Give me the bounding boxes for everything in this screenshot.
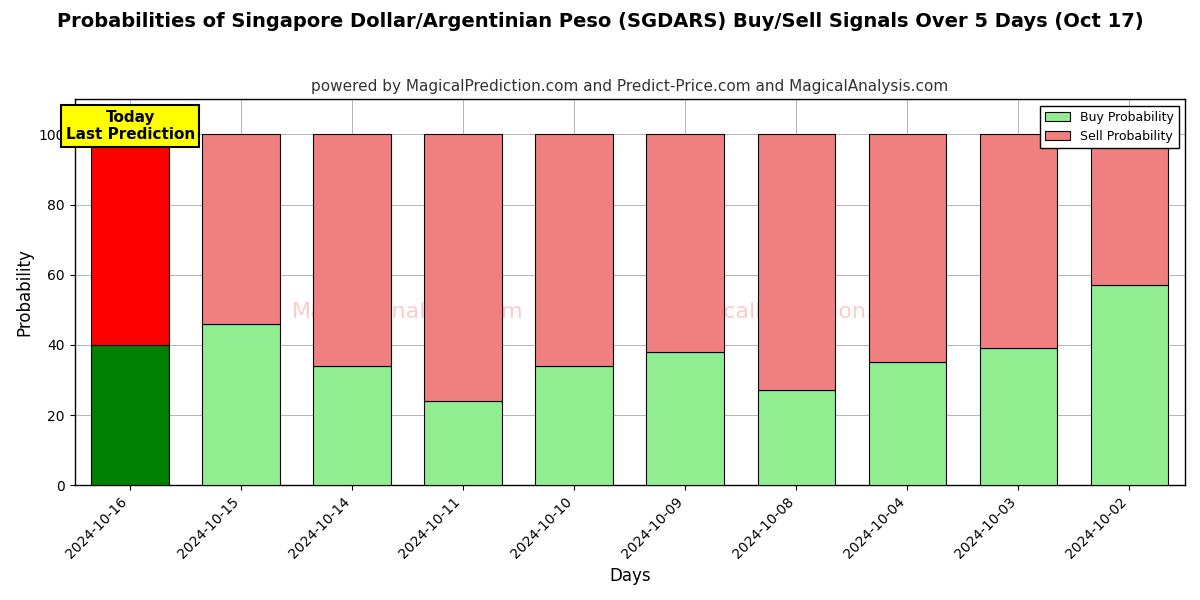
Bar <box>979 134 1057 349</box>
Bar <box>91 345 169 485</box>
Bar <box>425 401 502 485</box>
Bar <box>647 352 725 485</box>
Bar <box>757 134 835 391</box>
Bar <box>535 366 613 485</box>
Bar <box>979 349 1057 485</box>
Bar <box>313 366 391 485</box>
Bar <box>1091 285 1169 485</box>
Bar <box>203 324 280 485</box>
Text: Today
Last Prediction: Today Last Prediction <box>66 110 194 142</box>
Bar <box>535 134 613 366</box>
Bar <box>869 362 947 485</box>
Bar <box>869 134 947 362</box>
Bar <box>203 134 280 324</box>
Bar <box>1091 134 1169 285</box>
Bar <box>757 391 835 485</box>
Title: powered by MagicalPrediction.com and Predict-Price.com and MagicalAnalysis.com: powered by MagicalPrediction.com and Pre… <box>311 79 948 94</box>
Legend: Buy Probability, Sell Probability: Buy Probability, Sell Probability <box>1040 106 1178 148</box>
Bar <box>91 134 169 345</box>
X-axis label: Days: Days <box>610 567 650 585</box>
Text: MagicalAnalysis.com: MagicalAnalysis.com <box>292 302 523 322</box>
Bar <box>313 134 391 366</box>
Text: MagicalPrediction.com: MagicalPrediction.com <box>671 302 922 322</box>
Y-axis label: Probability: Probability <box>16 248 34 336</box>
Bar <box>425 134 502 401</box>
Bar <box>647 134 725 352</box>
Text: Probabilities of Singapore Dollar/Argentinian Peso (SGDARS) Buy/Sell Signals Ove: Probabilities of Singapore Dollar/Argent… <box>56 12 1144 31</box>
